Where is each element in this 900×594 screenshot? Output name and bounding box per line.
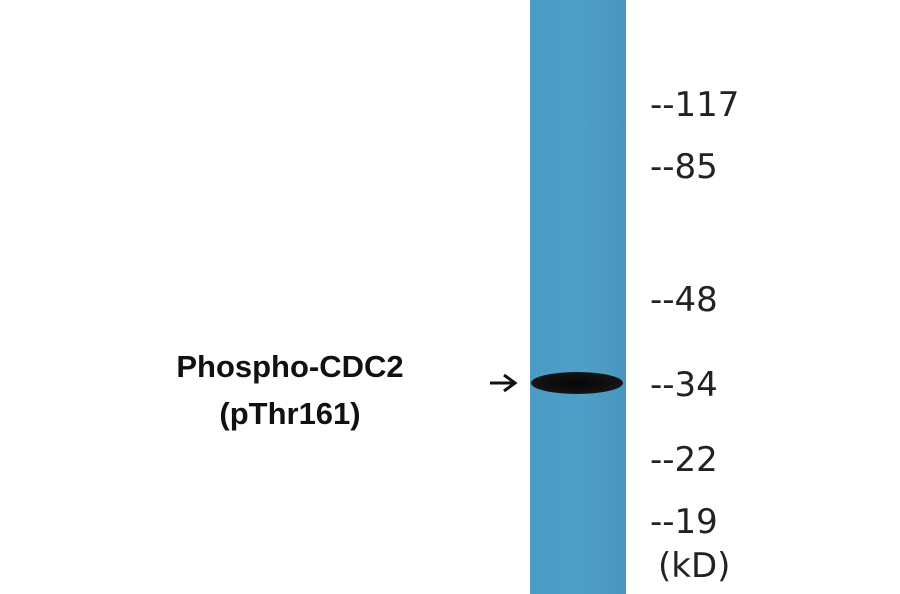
marker-label: --19 [650, 502, 718, 542]
arrow [490, 373, 518, 393]
blot-lane [530, 0, 626, 594]
label-line: Phospho-CDC2 [176, 349, 403, 384]
label-line: (pThr161) [219, 396, 360, 431]
marker-label: --48 [650, 280, 718, 320]
marker-label: --85 [650, 147, 718, 187]
unit-label: (kD) [658, 546, 730, 586]
marker-label: --117 [650, 85, 739, 125]
marker-label: --22 [650, 440, 718, 480]
protein-band [531, 372, 623, 394]
marker-label: --34 [650, 365, 718, 405]
